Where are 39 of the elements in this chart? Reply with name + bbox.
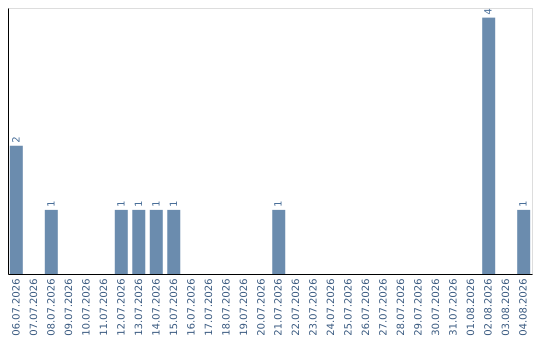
x-tick-label: 20.07.2026: [256, 278, 268, 336]
data-label: 1: [151, 200, 162, 207]
x-tick-label: 19.07.2026: [238, 278, 250, 336]
x-tick-label: 25.07.2026: [344, 278, 355, 336]
x-tick-label: 08.07.2026: [46, 278, 58, 336]
data-label: 4: [484, 8, 495, 15]
x-tick-label: 02.08.2026: [484, 278, 495, 336]
x-tick-label: 03.08.2026: [501, 278, 512, 336]
data-label: 1: [518, 200, 530, 207]
x-tick-label: 23.07.2026: [308, 278, 320, 336]
x-tick-label: 29.07.2026: [414, 278, 425, 336]
x-tick-label: 10.07.2026: [81, 278, 92, 336]
x-tick-label: 15.07.2026: [168, 278, 180, 336]
x-tick-label: 24.07.2026: [326, 278, 338, 336]
x-tick-label: 06.07.2026: [11, 278, 22, 336]
x-tick-label: 26.07.2026: [361, 278, 372, 336]
x-tick-label: 17.07.2026: [204, 278, 215, 336]
x-tick-label: 13.07.2026: [134, 278, 145, 336]
x-tick-label: 18.07.2026: [221, 278, 232, 336]
data-label: 1: [168, 200, 180, 207]
x-tick-label: 27.07.2026: [378, 278, 390, 336]
x-tick-label: 31.07.2026: [448, 278, 460, 336]
x-tick-label: 07.07.2026: [28, 278, 40, 336]
x-tick-label: 22.07.2026: [291, 278, 302, 336]
x-tick-label: 16.07.2026: [186, 278, 198, 336]
data-label: 2: [11, 136, 22, 143]
x-tick-label: 01.08.2026: [466, 278, 478, 336]
x-tick-label: 04.08.2026: [518, 278, 530, 336]
data-label: 1: [134, 200, 145, 207]
x-tick-label: 14.07.2026: [151, 278, 162, 336]
x-tick-label: 12.07.2026: [116, 278, 128, 336]
data-label: 1: [116, 200, 128, 207]
data-label: 1: [46, 200, 58, 207]
x-tick-label: 11.07.2026: [98, 278, 110, 336]
x-tick-label: 21.07.2026: [274, 278, 285, 336]
data-label: 1: [274, 200, 285, 207]
x-tick-label: 09.07.2026: [64, 278, 75, 336]
x-tick-label: 28.07.2026: [396, 278, 408, 336]
x-tick-label: 30.07.2026: [431, 278, 442, 336]
